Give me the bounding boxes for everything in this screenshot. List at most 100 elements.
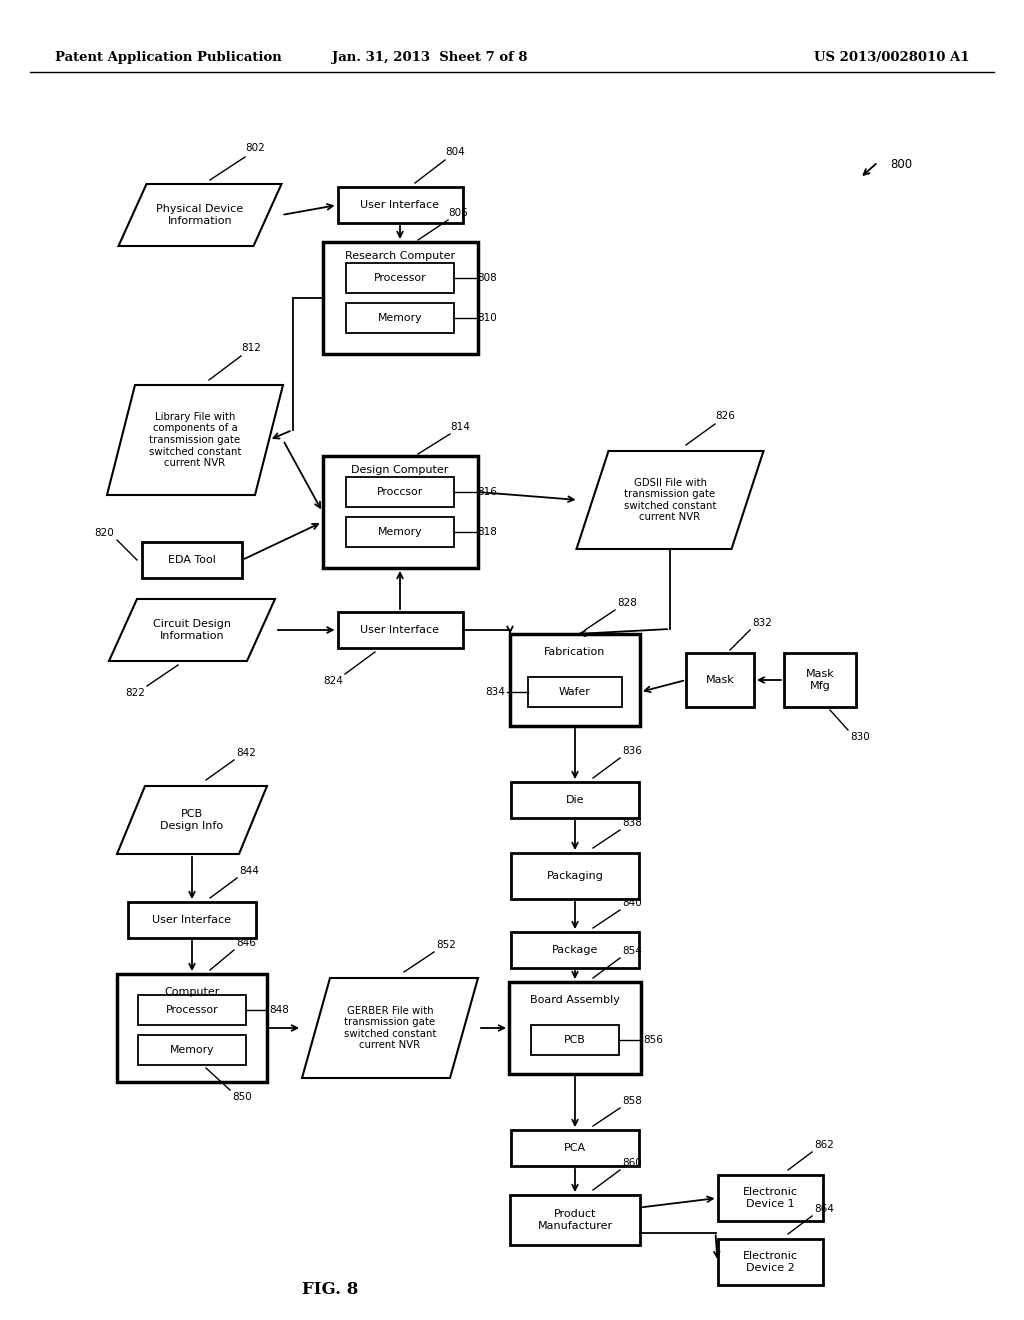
Text: 830: 830 [850,733,869,742]
Text: 814: 814 [450,422,470,432]
Bar [346,477,454,507]
Text: 822: 822 [125,688,145,698]
Bar [323,455,477,568]
Text: 836: 836 [622,746,642,756]
Text: Proccsor: Proccsor [377,487,423,498]
Text: US 2013/0028010 A1: US 2013/0028010 A1 [814,51,970,65]
Bar [509,982,641,1074]
Polygon shape [106,385,283,495]
Bar [142,543,242,578]
Text: Packaging: Packaging [547,871,603,880]
Text: Research Computer: Research Computer [345,251,455,261]
Bar [718,1175,822,1221]
Bar [686,653,754,708]
Text: 804: 804 [445,147,465,157]
Text: Die: Die [565,795,585,805]
Text: 810: 810 [477,313,497,323]
Text: Memory: Memory [378,313,422,323]
Text: PCB: PCB [564,1035,586,1045]
Text: 812: 812 [241,343,261,352]
Text: GERBER File with
transmission gate
switched constant
current NVR: GERBER File with transmission gate switc… [344,1006,436,1051]
Bar [511,853,639,899]
Text: 854: 854 [622,946,642,956]
Bar [784,653,856,708]
Text: PCB
Design Info: PCB Design Info [161,809,223,830]
Text: Electronic
Device 1: Electronic Device 1 [742,1187,798,1209]
Text: Physical Device
Information: Physical Device Information [157,205,244,226]
Text: 848: 848 [269,1005,289,1015]
Text: 864: 864 [814,1204,834,1214]
Bar [511,932,639,968]
Text: 846: 846 [236,939,256,948]
Bar [718,1239,822,1284]
Text: 842: 842 [236,748,256,758]
Text: Mask
Mfg: Mask Mfg [806,669,835,690]
Text: GDSII File with
transmission gate
switched constant
current NVR: GDSII File with transmission gate switch… [624,478,716,523]
Text: 802: 802 [245,143,265,153]
Text: 826: 826 [715,411,735,421]
Text: Processor: Processor [166,1005,218,1015]
Text: Package: Package [552,945,598,954]
Text: 806: 806 [449,209,468,218]
Text: Library File with
components of a
transmission gate
switched constant
current NV: Library File with components of a transm… [148,412,242,469]
Text: User Interface: User Interface [360,624,439,635]
Text: Circuit Design
Information: Circuit Design Information [153,619,231,640]
Text: 844: 844 [239,866,259,876]
Text: EDA Tool: EDA Tool [168,554,216,565]
Text: 862: 862 [814,1140,834,1150]
Text: 816: 816 [477,487,497,498]
Text: Memory: Memory [378,527,422,537]
Text: Wafer: Wafer [559,686,591,697]
Bar [528,677,622,708]
Text: Board Assembly: Board Assembly [530,995,620,1005]
Text: FIG. 8: FIG. 8 [302,1282,358,1299]
Text: 824: 824 [324,676,343,686]
Bar [323,242,477,354]
Text: 856: 856 [643,1035,663,1045]
Text: 808: 808 [477,273,497,282]
Polygon shape [302,978,478,1078]
Bar [346,517,454,546]
Text: Mask: Mask [706,675,734,685]
Text: 820: 820 [94,528,114,539]
Text: 858: 858 [622,1096,642,1106]
Bar [346,263,454,293]
Polygon shape [109,599,275,661]
Text: 800: 800 [890,158,912,172]
Text: User Interface: User Interface [360,201,439,210]
Text: Processor: Processor [374,273,426,282]
Bar [128,902,256,939]
Text: Jan. 31, 2013  Sheet 7 of 8: Jan. 31, 2013 Sheet 7 of 8 [332,51,527,65]
Text: 850: 850 [232,1092,252,1102]
Text: User Interface: User Interface [153,915,231,925]
Polygon shape [117,785,267,854]
Text: Patent Application Publication: Patent Application Publication [55,51,282,65]
Bar [346,304,454,333]
Text: Memory: Memory [170,1045,214,1055]
Text: 828: 828 [617,598,637,609]
Text: Computer: Computer [164,987,220,997]
Text: Electronic
Device 2: Electronic Device 2 [742,1251,798,1272]
Bar [138,1035,246,1065]
Text: 860: 860 [622,1158,642,1168]
Text: Fabrication: Fabrication [545,647,605,657]
Polygon shape [119,183,282,246]
Text: Product
Manufacturer: Product Manufacturer [538,1209,612,1230]
Text: Design Computer: Design Computer [351,465,449,475]
Text: 818: 818 [477,527,497,537]
Bar [338,187,463,223]
Text: 852: 852 [436,940,456,950]
Bar [531,1026,618,1055]
Bar [338,612,463,648]
Text: 832: 832 [752,618,772,628]
Bar [117,974,267,1082]
Bar [511,781,639,818]
Text: 840: 840 [622,898,642,908]
Text: PCA: PCA [564,1143,586,1152]
Bar [138,995,246,1026]
Text: 838: 838 [622,818,642,828]
Bar [510,634,640,726]
Bar [511,1130,639,1166]
Polygon shape [577,451,764,549]
Bar [510,1195,640,1245]
